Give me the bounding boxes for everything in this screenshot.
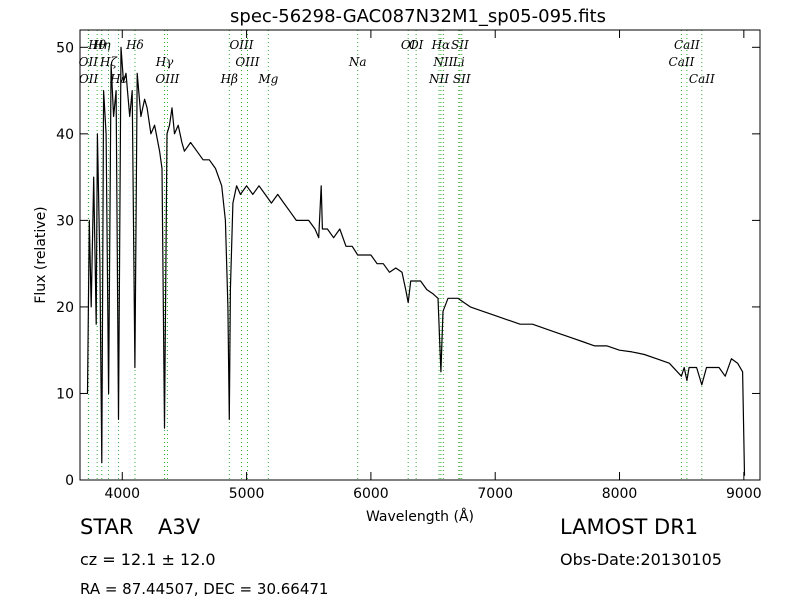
- annotation-label: OII: [79, 72, 99, 86]
- x-tick-label: 6000: [353, 486, 389, 502]
- spectrum-line: [86, 46, 746, 476]
- x-tick-label: 9000: [726, 486, 762, 502]
- y-tick-label: 40: [56, 127, 74, 143]
- plot-frame: [79, 29, 761, 481]
- annotation-label: Na: [348, 55, 367, 69]
- annotation-label: Li: [452, 55, 465, 69]
- annotation-label: Hθ: [87, 38, 106, 52]
- x-tick-label: 7000: [477, 486, 513, 502]
- annotation-label: OI: [409, 38, 424, 52]
- survey: LAMOST DR1: [560, 515, 698, 539]
- annotation-label: Hη: [92, 38, 111, 52]
- annotation-label: NII: [428, 72, 449, 86]
- x-axis-label: Wavelength (Å): [366, 508, 474, 525]
- cz: cz = 12.1 ± 12.0: [80, 550, 216, 569]
- annotation-label: OIII: [235, 55, 259, 69]
- y-axis-label: Flux (relative): [33, 206, 49, 303]
- chart-title: spec-56298-GAC087N32M1_sp05-095.fits: [230, 6, 606, 27]
- annotation-label: OIII: [155, 72, 179, 86]
- x-tick-label: 4000: [104, 486, 140, 502]
- obs-date: Obs-Date:20130105: [560, 550, 722, 569]
- x-tick-label: 8000: [602, 486, 638, 502]
- annotation-label: Hβ: [220, 72, 238, 86]
- annotation-label: SII: [453, 72, 471, 86]
- annotation-label: NII: [432, 55, 453, 69]
- annotation-label: Hγ: [155, 55, 174, 69]
- y-tick-label: 50: [56, 40, 74, 56]
- annotation-label: SII: [451, 38, 469, 52]
- x-tick-label: 5000: [229, 486, 265, 502]
- annotation-label: CaII: [689, 72, 715, 86]
- annotation-label: Hζ: [99, 55, 118, 69]
- coords: RA = 87.44507, DEC = 30.66471: [80, 580, 328, 598]
- annotation-label: OIII: [229, 38, 253, 52]
- annotation-label: OI: [401, 38, 416, 52]
- y-tick-label: 20: [56, 300, 74, 316]
- y-tick-label: 0: [65, 473, 74, 489]
- annotation-label: CaII: [669, 55, 695, 69]
- y-tick-label: 10: [56, 386, 74, 402]
- object-class: STAR: [80, 515, 133, 539]
- annotation-label: Mg: [257, 72, 278, 86]
- annotation-label: CaII: [674, 38, 700, 52]
- y-tick-label: 30: [56, 213, 74, 229]
- annotation-label: Hα: [431, 38, 451, 52]
- annotation-label: Hδ: [125, 38, 144, 52]
- subclass: A3V: [158, 515, 201, 539]
